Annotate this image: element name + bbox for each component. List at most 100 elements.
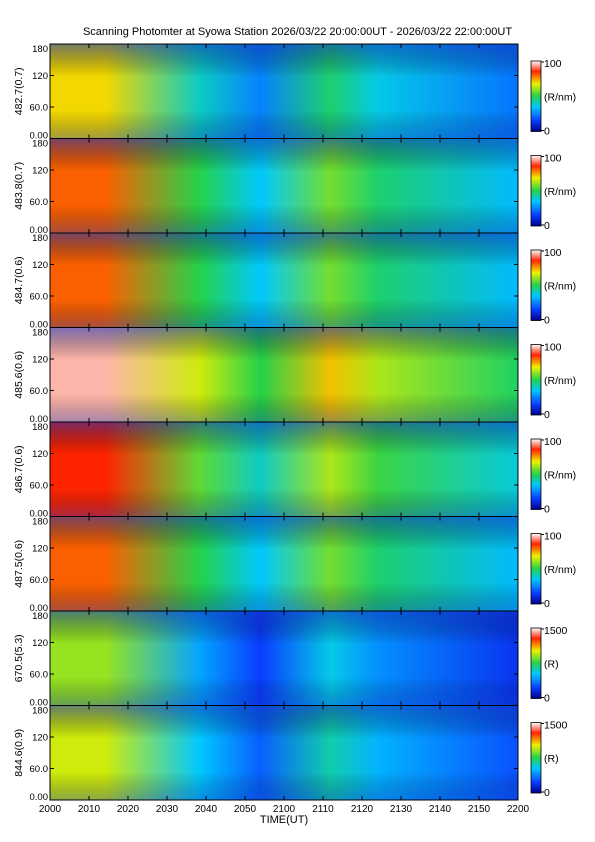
y-tick-label: 0.00 <box>30 509 49 520</box>
colorbar-unit-label: (R/nm) <box>544 186 576 198</box>
colorbar-min-label: 0 <box>544 409 550 421</box>
y-tick-label: 60.0 <box>30 386 49 397</box>
y-tick-label: 0.00 <box>30 131 49 142</box>
panel-ylabel: 482.7(0.7) <box>13 67 25 115</box>
y-tick-label: 0.00 <box>30 225 49 236</box>
y-tick-label: 180 <box>32 44 48 55</box>
x-tick-label: 2000 <box>39 804 62 815</box>
y-tick-label: 180 <box>32 233 48 244</box>
y-tick-label: 180 <box>32 517 48 528</box>
x-tick-label: 2150 <box>468 804 491 815</box>
y-tick-label: 120 <box>32 449 48 460</box>
y-tick-label: 120 <box>32 260 48 271</box>
x-tick-label: 2140 <box>429 804 452 815</box>
panel-1: 0.00 60.0 120 180 482.7(0.7) 100 (R/nm) 0 <box>13 43 576 142</box>
panel-8: 0.00 60.0 120 180 844.6(0.9) 1500 (R) 0 <box>13 705 568 803</box>
y-tick-label: 120 <box>32 355 48 366</box>
panel-4: 0.00 60.0 120 180 485.6(0.6) 100 (R/nm) 0 <box>13 327 576 425</box>
x-tick-label: 2120 <box>351 804 374 815</box>
colorbar <box>530 533 542 605</box>
panel-ylabel: 484.7(0.6) <box>13 256 25 304</box>
y-tick-label: 120 <box>32 166 48 177</box>
heatmap-shading <box>50 327 518 422</box>
panel-6: 0.00 60.0 120 180 487.5(0.6) 100 (R/nm) 0 <box>13 516 576 614</box>
x-tick-label: 2020 <box>117 804 140 815</box>
colorbar-unit-label: (R/nm) <box>544 91 576 103</box>
colorbar <box>530 627 542 699</box>
y-tick-label: 120 <box>32 71 48 82</box>
y-tick-label: 60.0 <box>30 575 49 586</box>
x-tick-label: 2130 <box>390 804 413 815</box>
y-tick-label: 0.00 <box>30 792 49 803</box>
colorbar <box>530 438 542 510</box>
x-tick-label: 2050 <box>234 804 257 815</box>
y-tick-label: 180 <box>32 139 48 150</box>
heatmap-shading <box>50 138 518 233</box>
colorbar-max-label: 100 <box>544 58 562 70</box>
colorbar-unit-label: (R) <box>544 658 559 670</box>
y-tick-label: 180 <box>32 611 48 622</box>
x-tick-label: 2200 <box>507 804 530 815</box>
x-tick-label: 2110 <box>312 804 334 815</box>
panel-ylabel: 485.6(0.6) <box>13 351 25 399</box>
panel-7: 0.00 60.0 120 180 670.5(5.3) 1500 (R) 0 <box>13 610 568 709</box>
heatmap-shading <box>50 705 518 800</box>
y-tick-label: 0.00 <box>30 603 49 614</box>
colorbar <box>530 155 542 227</box>
y-tick-label: 120 <box>32 544 48 555</box>
colorbar-min-label: 0 <box>544 504 550 516</box>
y-tick-label: 60.0 <box>30 764 49 775</box>
heatmap-shading <box>50 233 518 328</box>
colorbar-unit-label: (R/nm) <box>544 280 576 292</box>
y-tick-label: 60.0 <box>30 292 49 303</box>
colorbar-max-label: 100 <box>544 247 562 259</box>
colorbar-min-label: 0 <box>544 787 550 799</box>
colorbar-max-label: 1500 <box>544 625 568 637</box>
heatmap-shading <box>50 44 518 139</box>
panel-3: 0.00 60.0 120 180 484.7(0.6) 100 (R/nm) 0 <box>13 232 576 331</box>
x-tick-label: 2100 <box>273 804 296 815</box>
colorbar-max-label: 1500 <box>544 720 568 732</box>
colorbar-unit-label: (R/nm) <box>544 469 576 481</box>
y-tick-label: 120 <box>32 733 48 744</box>
panel-ylabel: 486.7(0.6) <box>13 445 25 493</box>
y-tick-label: 180 <box>32 328 48 339</box>
colorbar <box>530 60 542 132</box>
colorbar-max-label: 100 <box>544 153 562 165</box>
colorbar-min-label: 0 <box>544 220 550 232</box>
y-tick-label: 0.00 <box>30 414 49 425</box>
x-axis-label: TIME(UT) <box>260 814 308 826</box>
colorbar-max-label: 100 <box>544 531 562 543</box>
panel-ylabel: 483.8(0.7) <box>13 162 25 210</box>
colorbar-max-label: 100 <box>544 342 562 354</box>
y-tick-label: 60.0 <box>30 103 49 114</box>
y-tick-label: 120 <box>32 638 48 649</box>
y-tick-label: 0.00 <box>30 698 49 709</box>
colorbar-min-label: 0 <box>544 126 550 138</box>
colorbar-min-label: 0 <box>544 315 550 327</box>
colorbar-unit-label: (R/nm) <box>544 375 576 387</box>
y-tick-label: 60.0 <box>30 481 49 492</box>
colorbar-unit-label: (R/nm) <box>544 564 576 576</box>
panel-5: 0.00 60.0 120 180 486.7(0.6) 100 (R/nm) 0 <box>13 421 576 520</box>
y-tick-label: 60.0 <box>30 197 49 208</box>
colorbar-min-label: 0 <box>544 598 550 610</box>
heatmap-shading <box>50 422 518 517</box>
colorbar-max-label: 100 <box>544 436 562 448</box>
heatmap-shading <box>50 516 518 611</box>
x-tick-label: 2040 <box>195 804 218 815</box>
heatmap-shading <box>50 611 518 706</box>
colorbar <box>530 249 542 321</box>
y-tick-label: 60.0 <box>30 670 49 681</box>
colorbar <box>530 344 542 416</box>
panel-2: 0.00 60.0 120 180 483.8(0.7) 100 (R/nm) 0 <box>13 138 576 236</box>
y-tick-label: 180 <box>32 706 48 717</box>
x-tick-label: 2010 <box>78 804 101 815</box>
y-tick-label: 0.00 <box>30 320 49 331</box>
colorbar-unit-label: (R) <box>544 753 559 765</box>
panel-ylabel: 844.6(0.9) <box>13 729 25 777</box>
colorbar <box>530 722 542 794</box>
panel-ylabel: 670.5(5.3) <box>13 634 25 682</box>
panel-ylabel: 487.5(0.6) <box>13 540 25 588</box>
